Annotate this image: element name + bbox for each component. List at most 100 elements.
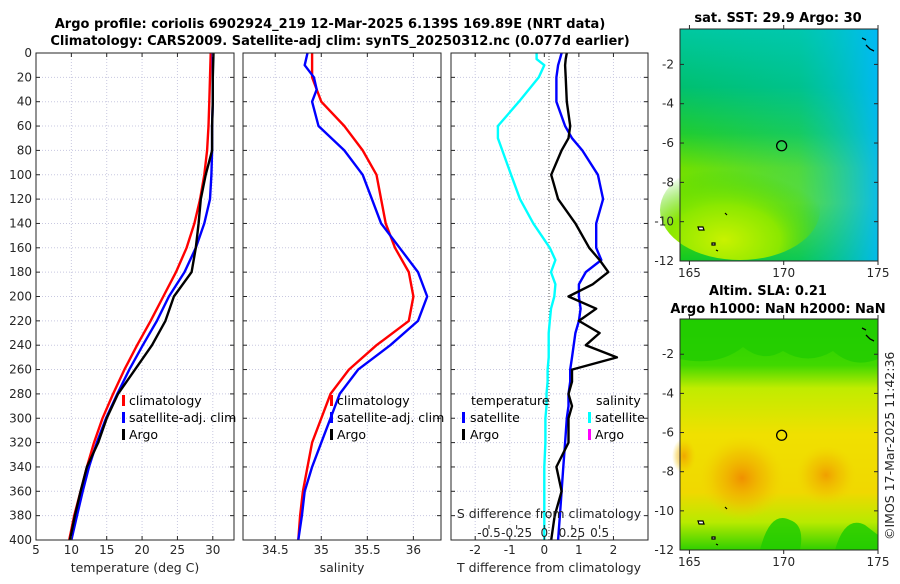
x-tick-label: 34.5	[262, 543, 289, 557]
sla-map-title-line1: Altim. SLA: 0.21	[709, 284, 827, 299]
y-tick-label: 160	[9, 241, 32, 255]
y-tick-label: -4	[662, 97, 674, 111]
x-tick-label: 15	[99, 543, 114, 557]
y-tick-label: -8	[662, 465, 674, 479]
legend-label-climatology: climatology	[129, 393, 202, 408]
temperature-legend: climatology satellite-adj. clim Argo	[122, 393, 236, 442]
y-tick-label: 260	[9, 363, 32, 377]
y-tick-label: -2	[662, 347, 674, 361]
sla-high-left	[700, 436, 784, 520]
y-tick-label: -2	[662, 57, 674, 71]
imos-credit: ©IMOS 17-Mar-2025 11:42:36	[882, 352, 897, 540]
series-line-climatology	[68, 52, 212, 541]
x-tick-label: 175	[867, 266, 890, 280]
y-tick-label: 120	[9, 192, 32, 206]
y-tick-label: 380	[9, 509, 32, 523]
x-tick-label: 165	[678, 555, 701, 569]
sst-field-yellow-patch	[660, 160, 820, 260]
x2-tick-label: -0.5	[477, 526, 500, 540]
figure-title-line2: Climatology: CARS2009. Satellite-adj cli…	[50, 34, 629, 49]
x-tick-label: 2	[610, 543, 618, 557]
legend-swatch-t-argo	[462, 429, 465, 440]
y-tick-label: 0	[24, 46, 32, 60]
y-tick-label: -12	[654, 254, 674, 268]
x-tick-label: 175	[867, 555, 890, 569]
y-tick-label: -8	[662, 175, 674, 189]
x-tick-label: 20	[134, 543, 149, 557]
y-tick-label: 80	[17, 143, 32, 157]
x-tick-label: 36	[406, 543, 421, 557]
y-tick-label: -4	[662, 386, 674, 400]
y-tick-label: 220	[9, 314, 32, 328]
difference-panel: -2 -1 0 1 2 T difference from climatology S …	[450, 52, 649, 575]
sla-low-north	[680, 319, 878, 363]
sla-high-edge	[672, 438, 696, 474]
y-tick-label: 200	[9, 290, 32, 304]
legend-title-salinity: salinity	[596, 393, 641, 408]
series-line-argo	[68, 52, 215, 541]
y-tick-label: 340	[9, 460, 32, 474]
y-tick-label: -10	[654, 215, 674, 229]
legend-label-argo: Argo	[129, 427, 158, 442]
y-tick-label: 240	[9, 338, 32, 352]
argo-position-marker	[775, 429, 788, 441]
temperature-xlabel: temperature (deg C)	[71, 560, 200, 575]
legend-swatch-satellite	[122, 412, 125, 423]
y-tick-label: -10	[654, 504, 674, 518]
y-tick-label: -6	[662, 426, 674, 440]
y-tick-label: 40	[17, 95, 32, 109]
x-tick-label: 35	[314, 543, 329, 557]
y-tick-label: 360	[9, 484, 32, 498]
sla-map-panel: Altim. SLA: 0.21 Argo h1000: NaN h2000: …	[654, 284, 889, 569]
legend-swatch-climatology	[330, 395, 333, 406]
difference-x2label: S difference from climatology	[457, 506, 642, 521]
x-tick-label: 1	[575, 543, 583, 557]
sst-map-panel: sat. SST: 29.9 Argo: 30 -2 -4 -6 -8 -10 -12 1…	[654, 11, 889, 280]
x-tick-label: 5	[32, 543, 40, 557]
series-line-climatology	[297, 53, 415, 541]
y-tick-label: 180	[9, 265, 32, 279]
x-tick-label: -1	[504, 543, 516, 557]
series-line-t-argo	[550, 52, 619, 541]
x-tick-label: 30	[205, 543, 220, 557]
legend-label-t-satellite: satellite	[470, 410, 520, 425]
y-tick-label: 140	[9, 216, 32, 230]
y-tick-label: -12	[654, 543, 674, 557]
legend-label-argo: Argo	[337, 427, 366, 442]
salinity-panel: 34.5 35 35.5 36 salinity climatology satell…	[242, 52, 444, 575]
sla-axes-box	[679, 318, 879, 551]
legend-title-temperature: temperature	[471, 393, 550, 408]
x-tick-label: 170	[772, 266, 795, 280]
temperature-panel: 0 20 40 60 80 100 120 140 160 180 200 220 240 260 280 3…	[9, 46, 236, 575]
sst-map-title: sat. SST: 29.9 Argo: 30	[694, 11, 861, 26]
difference-legend: temperature satellite Argo salinity sate…	[462, 393, 645, 442]
sla-low-south	[760, 518, 878, 550]
figure-title-line1: Argo profile: coriolis 6902924_219 12-Ma…	[55, 17, 606, 32]
legend-swatch-t-satellite	[462, 412, 465, 423]
x-tick-label: -2	[469, 543, 481, 557]
x-tick-label: 170	[772, 555, 795, 569]
x-tick-label: 35.5	[354, 543, 381, 557]
legend-swatch-climatology	[122, 395, 125, 406]
salinity-xlabel: salinity	[320, 560, 365, 575]
y-tick-label: 400	[9, 533, 32, 547]
legend-label-satellite: satellite-adj. clim	[129, 410, 236, 425]
series-line-satellite-adj-clim	[297, 52, 429, 541]
x-tick-label: 165	[678, 266, 701, 280]
legend-label-s-satellite: satellite	[595, 410, 645, 425]
series-line-t-satellite	[555, 52, 605, 541]
series-line-s-satellite	[496, 53, 557, 540]
y-tick-label: 100	[9, 168, 32, 182]
coastline	[697, 327, 875, 546]
x2-tick-label: 0.5	[590, 526, 609, 540]
legend-swatch-satellite	[330, 412, 333, 423]
sla-high-right	[796, 445, 856, 505]
x2-tick-label: 0.25	[559, 526, 586, 540]
y-tick-label: 320	[9, 436, 32, 450]
difference-xlabel: T difference from climatology	[456, 560, 642, 575]
x-tick-label: 0	[540, 543, 548, 557]
difference-grid	[451, 53, 648, 540]
coastline	[697, 37, 875, 252]
legend-swatch-argo	[122, 429, 125, 440]
